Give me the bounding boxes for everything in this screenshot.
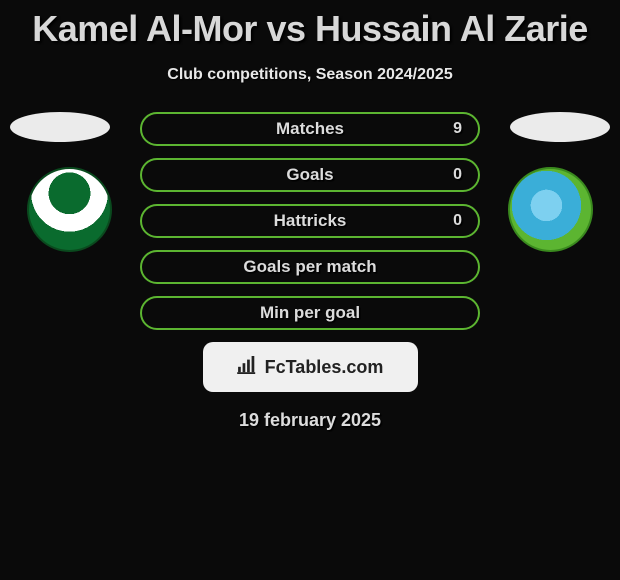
right-club-crest (508, 167, 593, 252)
left-club-crest (27, 167, 112, 252)
stat-label: Goals per match (243, 257, 376, 277)
comparison-date: 19 february 2025 (0, 410, 620, 431)
right-player-photo-placeholder (510, 112, 610, 142)
stat-row-hattricks: Hattricks 0 (140, 204, 480, 238)
stat-label: Matches (276, 119, 344, 139)
stat-row-goals-per-match: Goals per match (140, 250, 480, 284)
left-player-photo-placeholder (10, 112, 110, 142)
subtitle: Club competitions, Season 2024/2025 (0, 66, 620, 84)
footer-brand-box: FcTables.com (203, 342, 418, 392)
footer-brand-text: FcTables.com (265, 357, 384, 378)
stat-value: 9 (453, 120, 462, 138)
stat-label: Hattricks (274, 211, 347, 231)
bar-chart-icon (237, 356, 259, 379)
stat-row-goals: Goals 0 (140, 158, 480, 192)
stat-value: 0 (453, 212, 462, 230)
stat-row-matches: Matches 9 (140, 112, 480, 146)
stats-list: Matches 9 Goals 0 Hattricks 0 Goals per … (140, 112, 480, 330)
stat-value: 0 (453, 166, 462, 184)
stat-row-min-per-goal: Min per goal (140, 296, 480, 330)
stat-label: Goals (286, 165, 333, 185)
comparison-panel: Matches 9 Goals 0 Hattricks 0 Goals per … (0, 112, 620, 431)
page-title: Kamel Al-Mor vs Hussain Al Zarie (0, 0, 620, 50)
stat-label: Min per goal (260, 303, 360, 323)
